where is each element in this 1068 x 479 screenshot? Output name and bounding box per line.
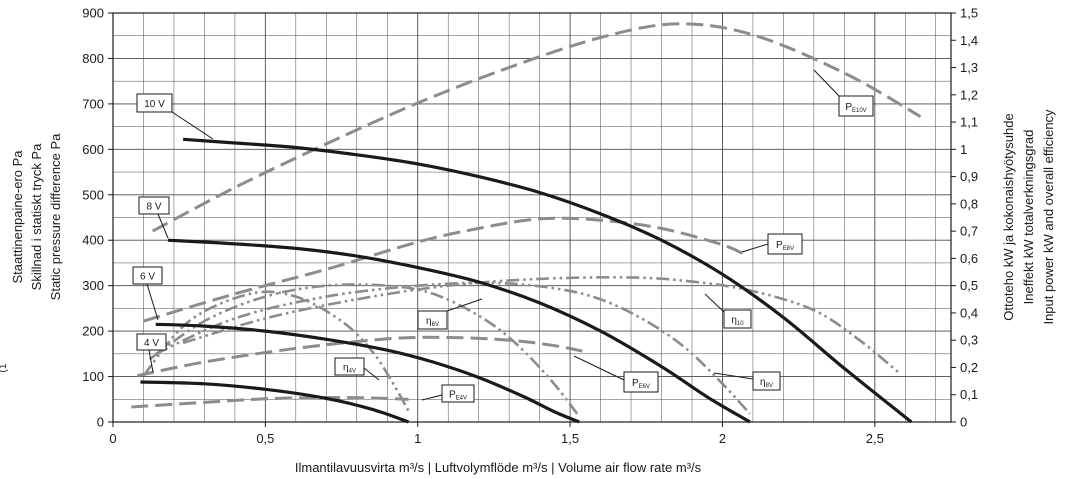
label-box--6v-10	[417, 310, 448, 330]
y-left-title-line-1: Staattinenpaine-ero Pa	[10, 150, 25, 284]
curves	[131, 22, 922, 424]
y-right-tick-label: 1,4	[960, 33, 978, 48]
series-label--10-8: η10	[731, 315, 744, 327]
leader-line--10-8	[704, 293, 725, 313]
series-label-pe4v-7: PE4V	[449, 390, 467, 402]
curve-labels: 10 V 8 V 6 V 4 V PE10V PE8V PE6V PE4V η10 η8V η6V η…	[132, 69, 874, 403]
leader-line-pe4v-7	[421, 394, 443, 401]
series-label-pe10v-4: PE10V	[845, 102, 866, 114]
series-line-6-v-2	[155, 322, 580, 424]
label-box--8v-9	[752, 371, 781, 391]
leader-line--6v-10	[446, 298, 483, 312]
label-box-pe8v-5	[767, 233, 803, 255]
y-right-tick-label: 0,4	[960, 305, 978, 320]
y-left-tick-label: 800	[82, 51, 104, 66]
y-right-tick-label: 1,5	[960, 6, 978, 21]
leader-line-pe6v-6	[573, 355, 625, 381]
y-right-tick-label: 0	[960, 415, 967, 430]
y-right-tick-label: 1,3	[960, 60, 978, 75]
series-label--4v-11: η4V	[343, 363, 356, 375]
leader-line--4v-11	[363, 367, 380, 381]
series-label--6v-10: η6V	[426, 316, 439, 328]
x-tick-label: 0	[109, 431, 116, 446]
y-right-tick-label: 0,3	[960, 333, 978, 348]
x-tick-label: 1,5	[561, 431, 579, 446]
leader-line-8-v-1	[157, 213, 169, 239]
y-left-tick-label: 0	[97, 415, 104, 430]
y-right-tick-label: 0,8	[960, 196, 978, 211]
label-box-pe6v-6	[623, 371, 659, 393]
x-tick-label: 2	[719, 431, 726, 446]
x-tick-label: 1	[414, 431, 421, 446]
y-right-tick-label: 1,2	[960, 87, 978, 102]
plot-frame	[112, 12, 952, 423]
y-left-tick-label: 200	[82, 324, 104, 339]
plot-border	[112, 12, 952, 423]
series-label--8v-9: η8V	[760, 377, 773, 389]
tick-labels: 0 0,5 1 1,5 2 2,5 0 100 200 300 400 500 600 700 800 900…	[82, 6, 978, 447]
series-line-pe4v-7	[131, 395, 409, 409]
grid-lines	[113, 13, 951, 422]
leader-line-6-v-2	[146, 283, 159, 321]
y-left-tick-label: 900	[82, 6, 104, 21]
series-label-4-v-3: 4 V	[144, 338, 159, 349]
y-left-tick-label: 600	[82, 142, 104, 157]
series-line--8v-9	[155, 281, 751, 415]
y-left-title-line-2: Skillnad i statiskt tryck Pa	[29, 143, 44, 290]
y-left-tick-label: 400	[82, 233, 104, 248]
series-label-10-v-0: 10 V	[144, 99, 165, 110]
x-axis-title: Ilmantilavuusvirta m³/s | Luftvolymflöde…	[295, 460, 702, 475]
label-box-pe10v-4	[838, 95, 874, 117]
series-line-pe8v-5	[143, 216, 748, 323]
series-line--10-8	[182, 276, 901, 374]
series-line-4-v-3	[140, 380, 410, 424]
y-left-tick-label: 500	[82, 187, 104, 202]
y-right-axis-title: Ottoteho kW ja kokonaishyötysuhde Ineffe…	[1001, 109, 1056, 325]
y-right-title-line-2: Ineffekt kW totalverkningsgrad	[1021, 130, 1036, 305]
series-label-6-v-2: 6 V	[140, 272, 155, 283]
label-box--4v-11	[334, 357, 365, 376]
leader-line-4-v-3	[148, 349, 154, 373]
label-box-6-v-2	[132, 266, 163, 285]
label-box-4-v-3	[136, 333, 167, 351]
y-right-tick-label: 0,6	[960, 251, 978, 266]
y-left-tick-label: 300	[82, 278, 104, 293]
leader-line--8v-9	[713, 372, 754, 380]
label-box-8-v-1	[138, 196, 170, 215]
label-box-pe4v-7	[441, 384, 475, 403]
series-line-pe6v-6	[137, 335, 583, 378]
y-left-axis-title: Staattinenpaine-ero Pa Skillnad i statis…	[10, 133, 63, 300]
x-tick-label: 0,5	[256, 431, 274, 446]
y-right-title-line-1: Ottoteho kW ja kokonaishyötysuhde	[1001, 113, 1016, 320]
y-right-tick-label: 0,2	[960, 360, 978, 375]
x-tick-label: 2,5	[866, 431, 884, 446]
y-right-tick-label: 0,5	[960, 278, 978, 293]
leader-line-pe10v-4	[813, 69, 840, 97]
label-box-10-v-0	[136, 93, 173, 113]
y-left-title-line-3: Static pressure difference Pa	[48, 133, 63, 300]
series-line--6v-10	[148, 283, 581, 418]
series-line-10-v-0	[182, 137, 913, 424]
series-label-8-v-1: 8 V	[146, 202, 161, 213]
y-left-tick-label: 700	[82, 96, 104, 111]
y-right-tick-label: 0,1	[960, 387, 978, 402]
y-right-title-line-3: Input power kW and overall efficiency	[1041, 109, 1056, 325]
series-line--4v-11	[142, 290, 410, 412]
leader-line-10-v-0	[171, 111, 214, 140]
series-label-pe6v-6: PE6V	[632, 378, 650, 390]
y-right-tick-label: 1,1	[960, 115, 978, 130]
label-box--10-8	[723, 309, 752, 329]
leader-line-pe8v-5	[741, 243, 769, 253]
left-margin-mark: (1	[0, 363, 9, 372]
series-line-pe10v-4	[151, 22, 922, 233]
y-right-tick-label: 0,7	[960, 224, 978, 239]
y-left-tick-label: 100	[82, 369, 104, 384]
y-right-tick-label: 0,9	[960, 169, 978, 184]
y-right-tick-label: 1	[960, 142, 967, 157]
series-line-8-v-1	[167, 238, 751, 424]
series-label-pe8v-5: PE8V	[776, 240, 794, 252]
